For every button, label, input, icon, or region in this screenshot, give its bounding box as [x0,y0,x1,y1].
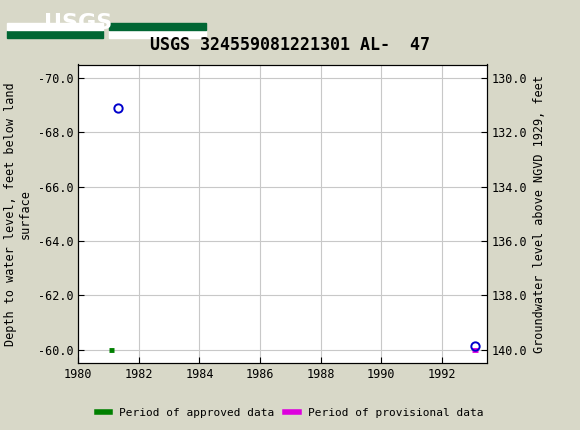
Bar [7,23,103,31]
Bar [109,31,205,38]
Bar [109,23,205,31]
Text: USGS: USGS [44,12,112,33]
Y-axis label: Groundwater level above NGVD 1929, feet: Groundwater level above NGVD 1929, feet [533,75,546,353]
Y-axis label: Depth to water level, feet below land
surface: Depth to water level, feet below land su… [4,82,32,346]
Legend: Period of approved data, Period of provisional data: Period of approved data, Period of provi… [92,403,488,422]
Bar [7,31,103,38]
Text: USGS 324559081221301 AL-  47: USGS 324559081221301 AL- 47 [150,36,430,54]
